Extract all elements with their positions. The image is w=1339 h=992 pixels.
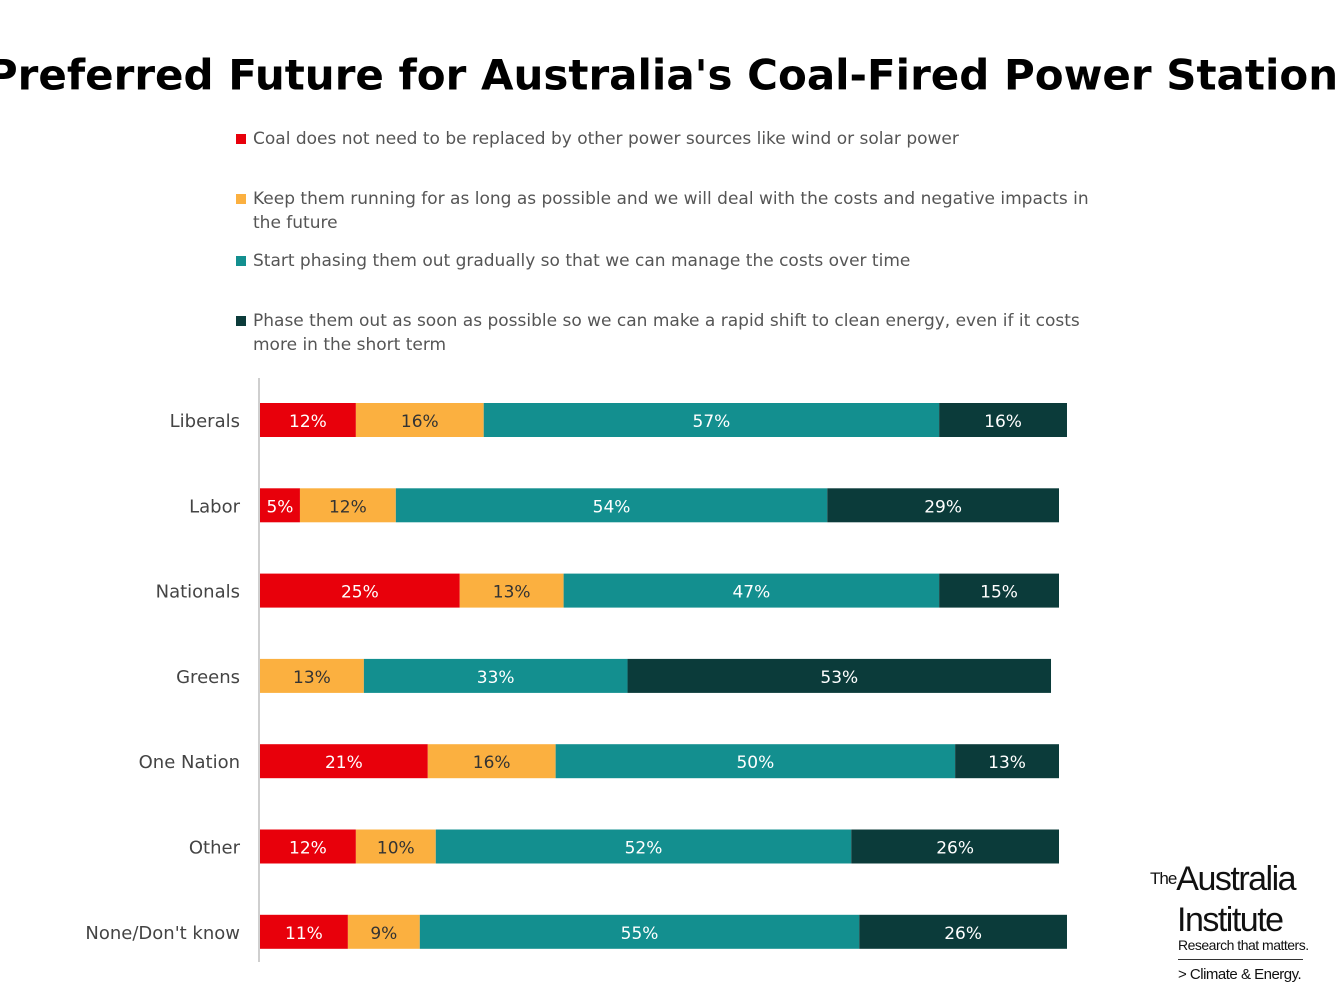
- data-label: 13%: [988, 753, 1026, 773]
- bar-segment: [260, 573, 460, 608]
- bar-segment: [260, 403, 356, 437]
- data-label: 25%: [341, 583, 379, 603]
- data-label: 15%: [980, 583, 1018, 603]
- data-label: 26%: [936, 839, 974, 859]
- legend-label: Coal does not need to be replaced by oth…: [253, 129, 959, 149]
- data-label: 50%: [736, 753, 774, 773]
- y-tick-label: Other: [189, 838, 241, 859]
- data-label: 10%: [377, 839, 415, 859]
- bar-segment: [260, 744, 428, 779]
- legend-swatch: [236, 316, 246, 326]
- bar-segment: [347, 914, 420, 949]
- data-label: 21%: [325, 753, 363, 773]
- bar-segment: [859, 914, 1067, 949]
- data-label: 12%: [329, 497, 367, 517]
- y-tick-label: Labor: [189, 496, 240, 517]
- y-tick-label: Nationals: [156, 582, 240, 603]
- data-label: 47%: [732, 583, 770, 603]
- legend-label: Phase them out as soon as possible so we…: [253, 311, 1080, 355]
- legend-item: Start phasing them out gradually so that…: [236, 249, 1116, 273]
- logo-tagline: Research that matters.: [1178, 937, 1309, 953]
- legend-item: Coal does not need to be replaced by oth…: [236, 127, 1116, 151]
- logo-title: TheAustralia: [1150, 862, 1310, 903]
- data-label: 16%: [473, 753, 511, 773]
- legend-item: Keep them running for as long as possibl…: [236, 187, 1116, 235]
- bar-segment: [299, 488, 396, 523]
- bar-segment: [555, 744, 956, 779]
- bar-segment: [395, 488, 828, 523]
- data-label: 52%: [625, 839, 663, 859]
- data-label: 12%: [289, 412, 327, 432]
- data-label: 11%: [285, 924, 323, 944]
- data-label: 16%: [401, 412, 439, 432]
- bar-segment: [939, 403, 1067, 437]
- data-label: 54%: [593, 497, 631, 517]
- logo-the: The: [1150, 869, 1177, 888]
- bar-segment: [483, 403, 940, 437]
- data-label: 57%: [693, 412, 731, 432]
- legend-label: Keep them running for as long as possibl…: [253, 189, 1089, 233]
- legend-swatch: [236, 256, 246, 266]
- data-label: 13%: [493, 583, 531, 603]
- bar-segment: [355, 829, 436, 864]
- data-label: 29%: [924, 497, 962, 517]
- legend-swatch: [236, 134, 246, 144]
- legend-label: Start phasing them out gradually so that…: [253, 251, 911, 271]
- bar-segment: [260, 488, 300, 523]
- bar-segment: [260, 914, 348, 949]
- chart-title: Preferred Future for Australia's Coal-Fi…: [0, 51, 1339, 100]
- y-tick-label: One Nation: [139, 752, 240, 773]
- logo-name: Australia: [1176, 860, 1296, 898]
- y-tick-label: Liberals: [170, 411, 240, 432]
- bar-segment: [851, 829, 1059, 864]
- bar-segment: [427, 744, 556, 779]
- y-tick-label: Greens: [176, 667, 240, 688]
- logo-program: > Climate & Energy.: [1178, 966, 1302, 983]
- data-label: 5%: [266, 497, 293, 517]
- data-label: 26%: [944, 924, 982, 944]
- logo-rule: [1178, 959, 1303, 960]
- logo: TheAustralia Institute Research that mat…: [1150, 862, 1310, 983]
- bar-segment: [419, 914, 860, 949]
- bar-segment: [355, 403, 484, 437]
- bar-segment: [459, 573, 564, 608]
- data-label: 53%: [820, 668, 858, 688]
- bar-segment: [563, 573, 940, 608]
- data-label: 33%: [477, 668, 515, 688]
- logo-name: Institute: [1177, 901, 1284, 939]
- bar-segment: [627, 658, 1052, 693]
- data-label: 16%: [984, 412, 1022, 432]
- data-label: 12%: [289, 839, 327, 859]
- legend-item: Phase them out as soon as possible so we…: [236, 309, 1116, 357]
- bar-segment: [260, 829, 356, 864]
- bar-segment: [435, 829, 852, 864]
- bar-segment: [955, 744, 1059, 779]
- y-tick-label: None/Don't know: [85, 923, 240, 944]
- data-label: 55%: [621, 924, 659, 944]
- bar-segment: [939, 573, 1059, 608]
- legend-swatch: [236, 194, 246, 204]
- data-label: 9%: [370, 924, 397, 944]
- bar-segment: [827, 488, 1059, 523]
- data-label: 13%: [293, 668, 331, 688]
- bar-segment: [363, 658, 628, 693]
- bar-segment: [260, 658, 364, 693]
